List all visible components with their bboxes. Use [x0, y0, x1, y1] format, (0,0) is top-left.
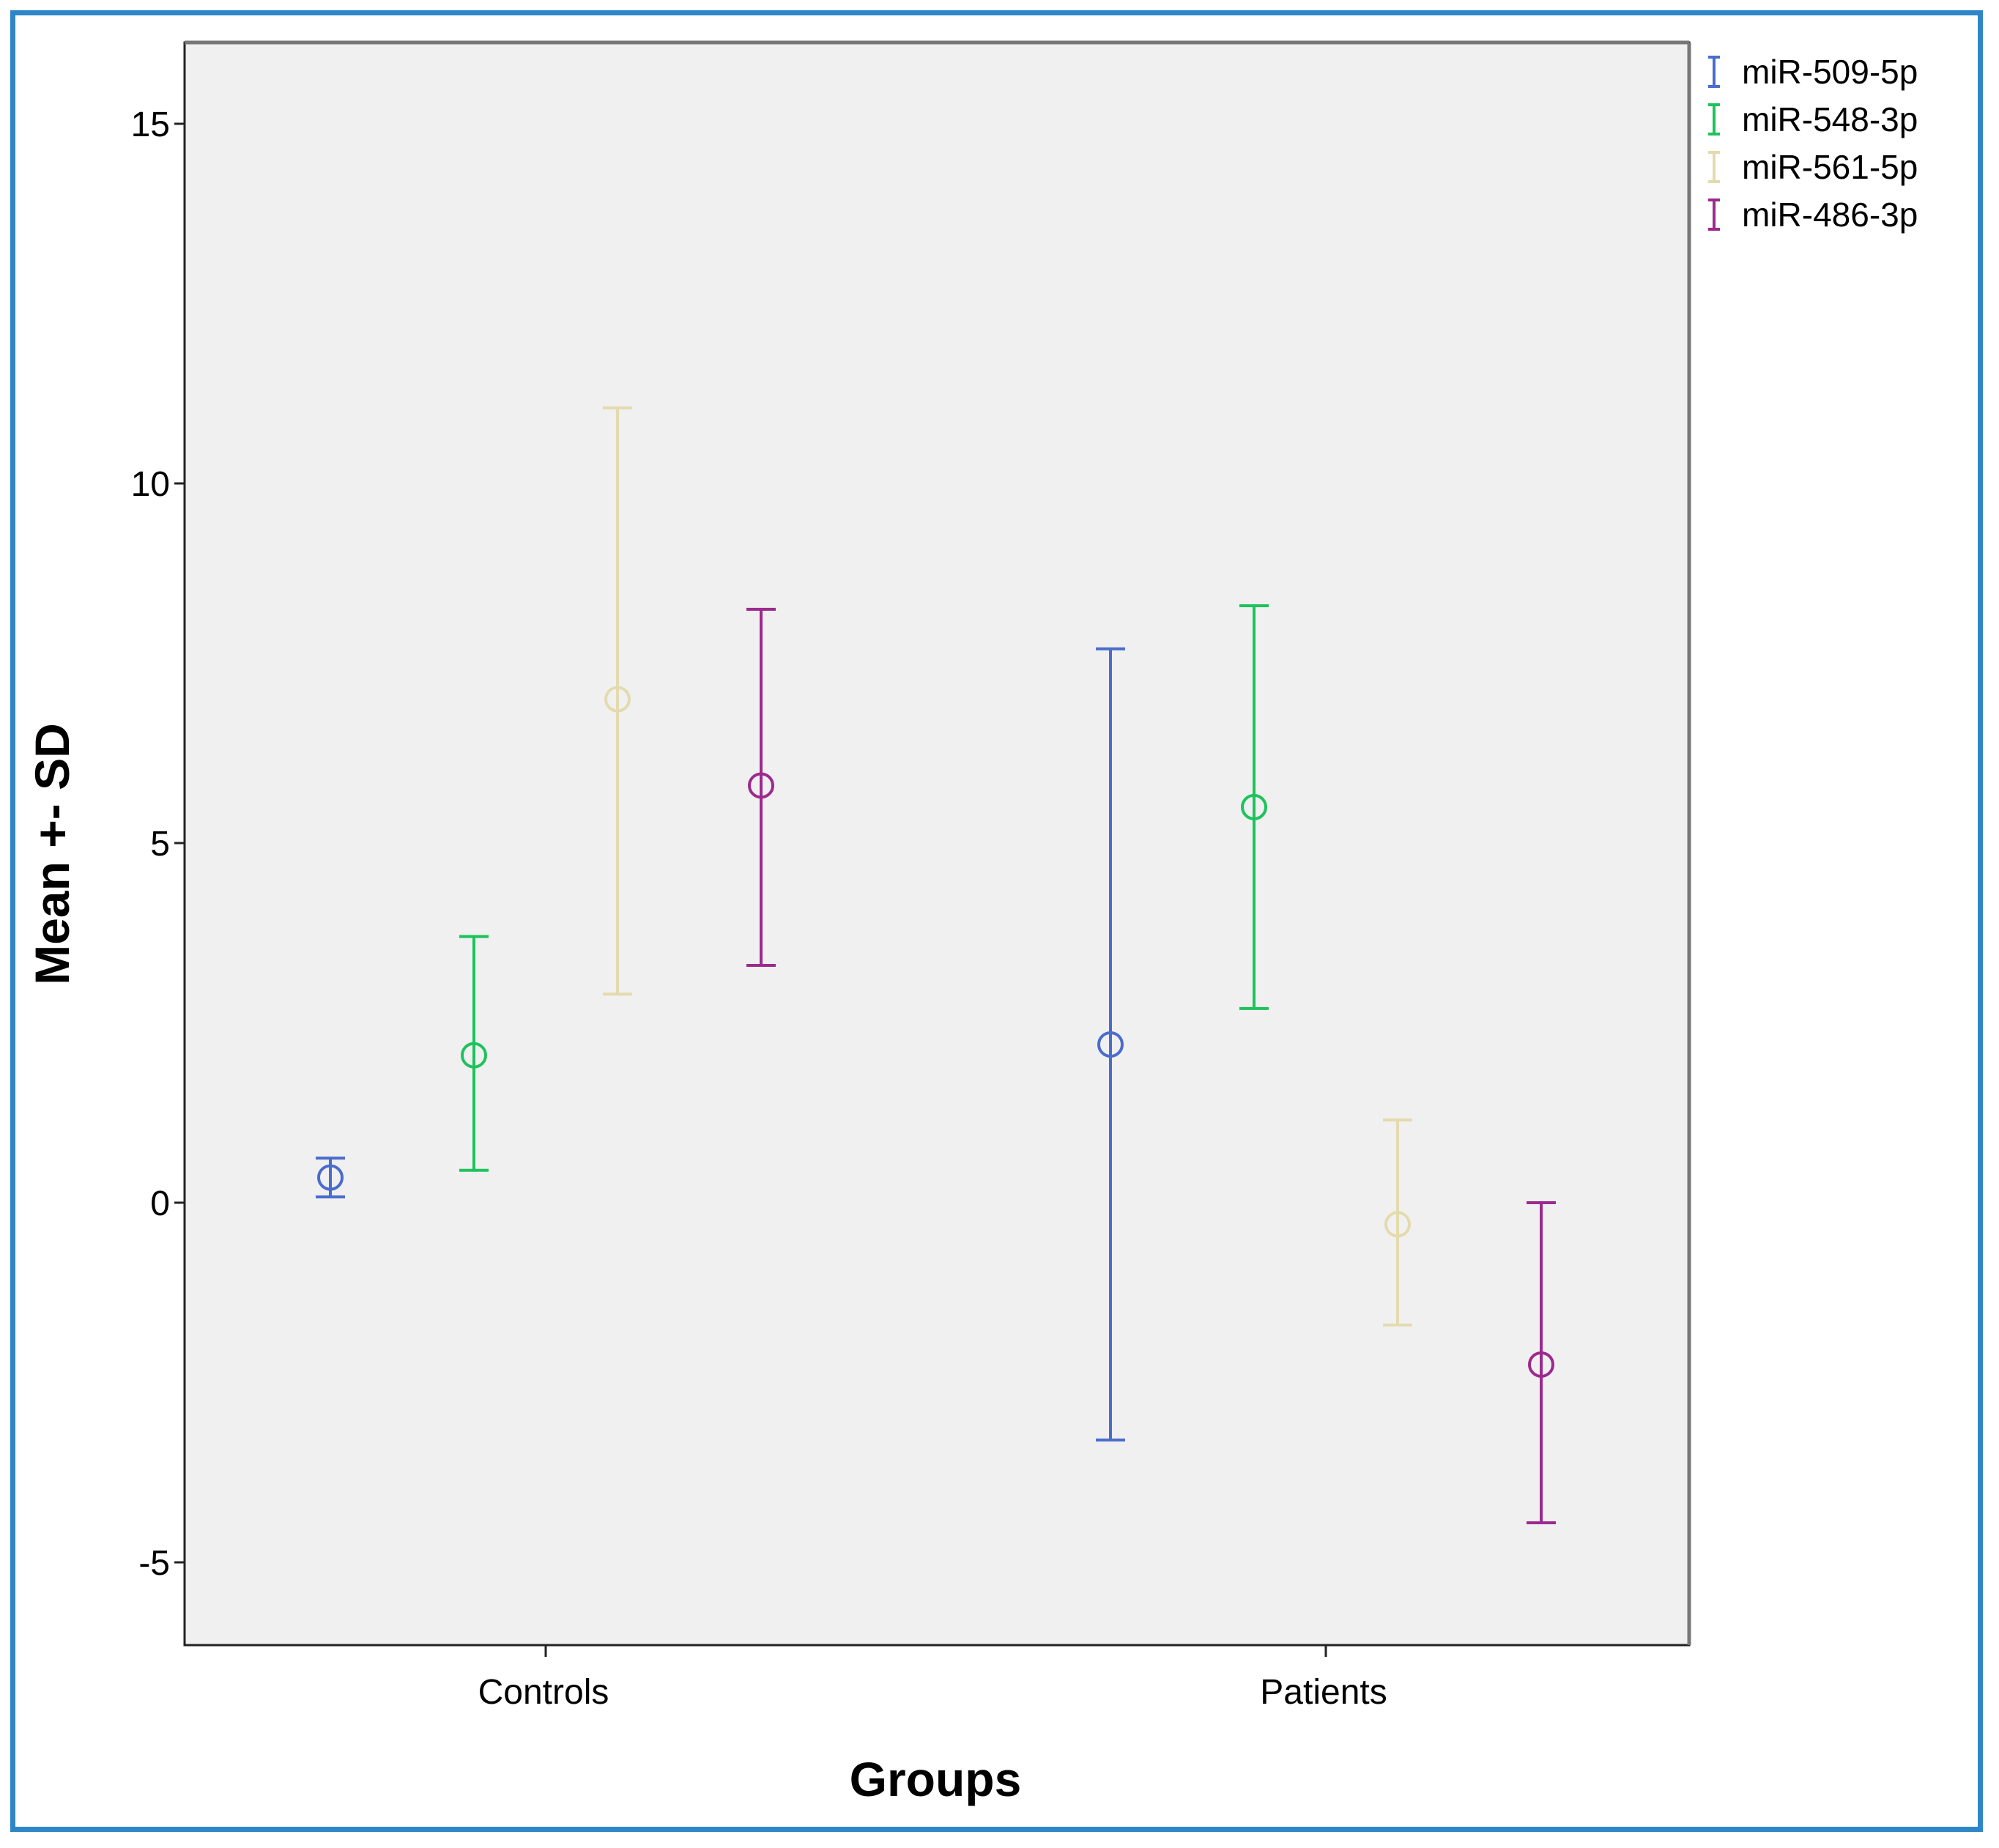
mean-point-miR-486-3p-controls: [748, 772, 774, 799]
mean-point-miR-561-5p-patients: [1384, 1211, 1411, 1238]
mean-point-miR-509-5p-patients: [1097, 1031, 1124, 1058]
series-miR-561-5p: [603, 406, 1412, 1326]
legend-label: miR-486-3p: [1742, 196, 1918, 234]
mean-point-miR-561-5p-controls: [604, 686, 631, 713]
series-miR-486-3p: [746, 607, 1556, 1524]
mean-point-miR-509-5p-controls: [317, 1164, 344, 1191]
y-axis: 15 10 5 0 -5: [131, 105, 185, 1583]
mean-point-miR-548-3p-patients: [1241, 793, 1267, 820]
mean-point-miR-486-3p-patients: [1528, 1351, 1554, 1378]
y-tick-label: 5: [150, 825, 170, 864]
series-miR-548-3p: [459, 604, 1269, 1172]
legend-label: miR-509-5p: [1742, 53, 1918, 91]
series-layer: [316, 406, 1556, 1524]
x-tick-label-patients: Patients: [1260, 1673, 1387, 1712]
y-tick-label: 0: [150, 1184, 170, 1223]
x-axis-title: Groups: [850, 1752, 1022, 1806]
legend-label: miR-548-3p: [1742, 100, 1918, 138]
y-tick-label: 15: [131, 105, 170, 144]
y-axis-title: Mean +- SD: [25, 723, 79, 985]
y-tick-label: -5: [138, 1544, 170, 1583]
mean-point-miR-548-3p-controls: [461, 1042, 487, 1069]
legend: miR-509-5p miR-548-3p miR-561-5p miR-486-3p: [1708, 53, 1918, 234]
x-tick-label-controls: Controls: [478, 1673, 609, 1712]
y-tick-label: 10: [131, 465, 170, 504]
x-axis: Controls Patients: [478, 1645, 1387, 1712]
legend-label: miR-561-5p: [1742, 148, 1918, 186]
plot-area: [183, 41, 1691, 1647]
series-miR-509-5p: [316, 647, 1125, 1442]
